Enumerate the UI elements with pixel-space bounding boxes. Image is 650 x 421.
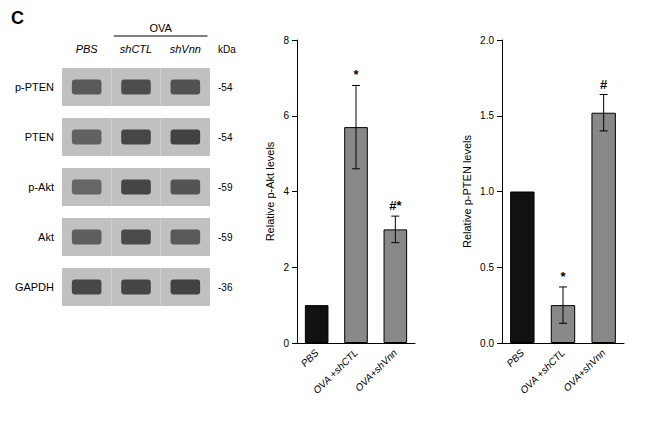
- svg-text:-54: -54: [218, 132, 233, 143]
- svg-text:PTEN: PTEN: [25, 131, 54, 143]
- svg-text:0.0: 0.0: [480, 338, 494, 349]
- svg-text:p-PTEN: p-PTEN: [15, 81, 54, 93]
- svg-text:OVA +shCTL: OVA +shCTL: [311, 347, 360, 396]
- svg-text:Relative p-PTEN levels: Relative p-PTEN levels: [461, 134, 473, 248]
- svg-text:8: 8: [283, 35, 289, 46]
- svg-text:0: 0: [283, 338, 289, 349]
- svg-text:PBS: PBS: [76, 43, 99, 55]
- svg-text:6: 6: [283, 110, 289, 121]
- svg-text:0.5: 0.5: [480, 262, 494, 273]
- svg-text:PBS: PBS: [299, 347, 321, 369]
- svg-text:-36: -36: [218, 282, 233, 293]
- svg-text:*: *: [353, 67, 359, 82]
- svg-text:kDa: kDa: [218, 44, 236, 55]
- svg-text:#*: #*: [389, 198, 402, 213]
- svg-text:C: C: [11, 8, 24, 28]
- svg-text:1.0: 1.0: [480, 186, 494, 197]
- svg-text:PBS: PBS: [504, 347, 526, 369]
- svg-text:OVA+shVnn: OVA+shVnn: [561, 347, 608, 394]
- svg-text:OVA+shVnn: OVA+shVnn: [353, 347, 400, 394]
- svg-text:OVA +shCTL: OVA +shCTL: [518, 347, 567, 396]
- svg-text:shVnn: shVnn: [170, 43, 201, 55]
- svg-text:4: 4: [283, 186, 289, 197]
- svg-text:-54: -54: [218, 82, 233, 93]
- svg-text:Akt: Akt: [38, 231, 54, 243]
- svg-text:*: *: [560, 269, 566, 284]
- svg-text:2: 2: [283, 262, 289, 273]
- svg-text:1.5: 1.5: [480, 110, 494, 121]
- svg-text:Relative p-Akt levels: Relative p-Akt levels: [264, 141, 276, 241]
- svg-text:p-Akt: p-Akt: [28, 181, 54, 193]
- svg-text:GAPDH: GAPDH: [15, 281, 54, 293]
- svg-text:#: #: [600, 77, 608, 92]
- svg-text:2.0: 2.0: [480, 35, 494, 46]
- svg-text:OVA: OVA: [149, 22, 172, 34]
- svg-text:-59: -59: [218, 182, 233, 193]
- svg-text:shCTL: shCTL: [120, 43, 152, 55]
- svg-text:-59: -59: [218, 232, 233, 243]
